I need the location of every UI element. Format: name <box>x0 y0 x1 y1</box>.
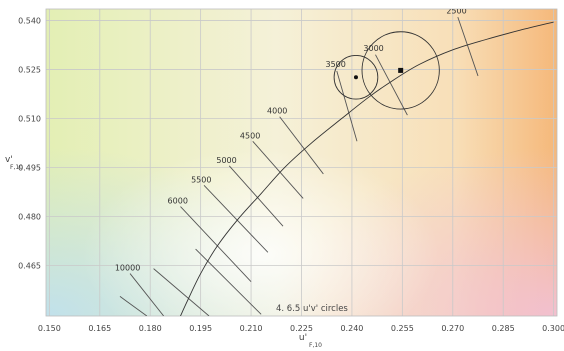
x-tick-label: 0.210 <box>240 324 263 333</box>
x-tick-label: 0.180 <box>139 324 162 333</box>
tick-labels: 0.150 0.165 0.180 0.195 0.210 0.225 0.240 0.255… <box>18 16 564 333</box>
isotherm-line <box>228 165 284 227</box>
x-tick-label: 0.240 <box>340 324 363 333</box>
isotherm-label: 6000 <box>168 197 188 206</box>
isotherm-label: 4500 <box>240 131 260 140</box>
y-tick-label: 0.525 <box>18 65 41 74</box>
isotherm-label: 5500 <box>191 175 211 184</box>
uv-circle <box>361 31 440 110</box>
isotherm-line <box>180 206 252 283</box>
isotherm-label: 3000 <box>363 44 383 53</box>
isotherm-line <box>129 273 165 316</box>
y-axis-label-main: v' <box>5 155 13 165</box>
x-tick-label: 0.225 <box>290 324 313 333</box>
y-tick-label: 0.510 <box>18 114 41 123</box>
isotherm-label: 4000 <box>267 107 287 116</box>
uv-circle <box>333 54 379 100</box>
isotherm-line <box>375 54 408 116</box>
planckian-locus-line <box>180 21 554 316</box>
isotherm-line <box>457 17 479 77</box>
y-tick-label: 0.540 <box>18 16 41 25</box>
gridlines <box>45 8 558 317</box>
isotherm-line <box>279 116 324 175</box>
isotherm-line <box>119 296 148 316</box>
y-axis-label-subscript: F,10 <box>10 164 23 171</box>
data-point-circle <box>353 75 358 80</box>
plot-series: 2500 3000 3500 4000 4500 5000 5500 6000 10000 <box>115 6 554 316</box>
x-tick-label: 0.165 <box>88 324 111 333</box>
isotherm-line <box>153 268 210 316</box>
isotherm-line <box>252 140 304 199</box>
isotherm-line <box>203 185 269 253</box>
x-tick-label: 0.255 <box>391 324 414 333</box>
isotherm-label: 10000 <box>115 263 140 272</box>
isotherm-line <box>336 70 358 142</box>
x-tick-label: 0.285 <box>492 324 515 333</box>
isotherm-label: 3500 <box>326 60 346 69</box>
data-point-square <box>398 67 404 73</box>
plot-frame <box>45 8 558 317</box>
x-tick-label: 0.300 <box>542 324 564 333</box>
x-tick-label: 0.195 <box>189 324 212 333</box>
y-axis-label: v' F,10 <box>5 155 23 171</box>
y-tick-label: 0.480 <box>18 212 41 221</box>
x-axis-label-subscript: F,10 <box>309 342 322 349</box>
y-tick-label: 0.495 <box>18 163 41 172</box>
isotherm-line <box>195 248 262 315</box>
isotherm-label: 2500 <box>446 6 466 15</box>
x-axis-label-main: u' <box>299 333 307 343</box>
x-tick-label: 0.270 <box>441 324 464 333</box>
annotation-note: 4. 6.5 u'v' circles <box>276 304 348 314</box>
isotherm-label: 5000 <box>216 156 236 165</box>
x-axis-label: u' F,10 <box>299 333 322 349</box>
y-tick-label: 0.465 <box>18 261 41 270</box>
x-tick-label: 0.150 <box>38 324 61 333</box>
